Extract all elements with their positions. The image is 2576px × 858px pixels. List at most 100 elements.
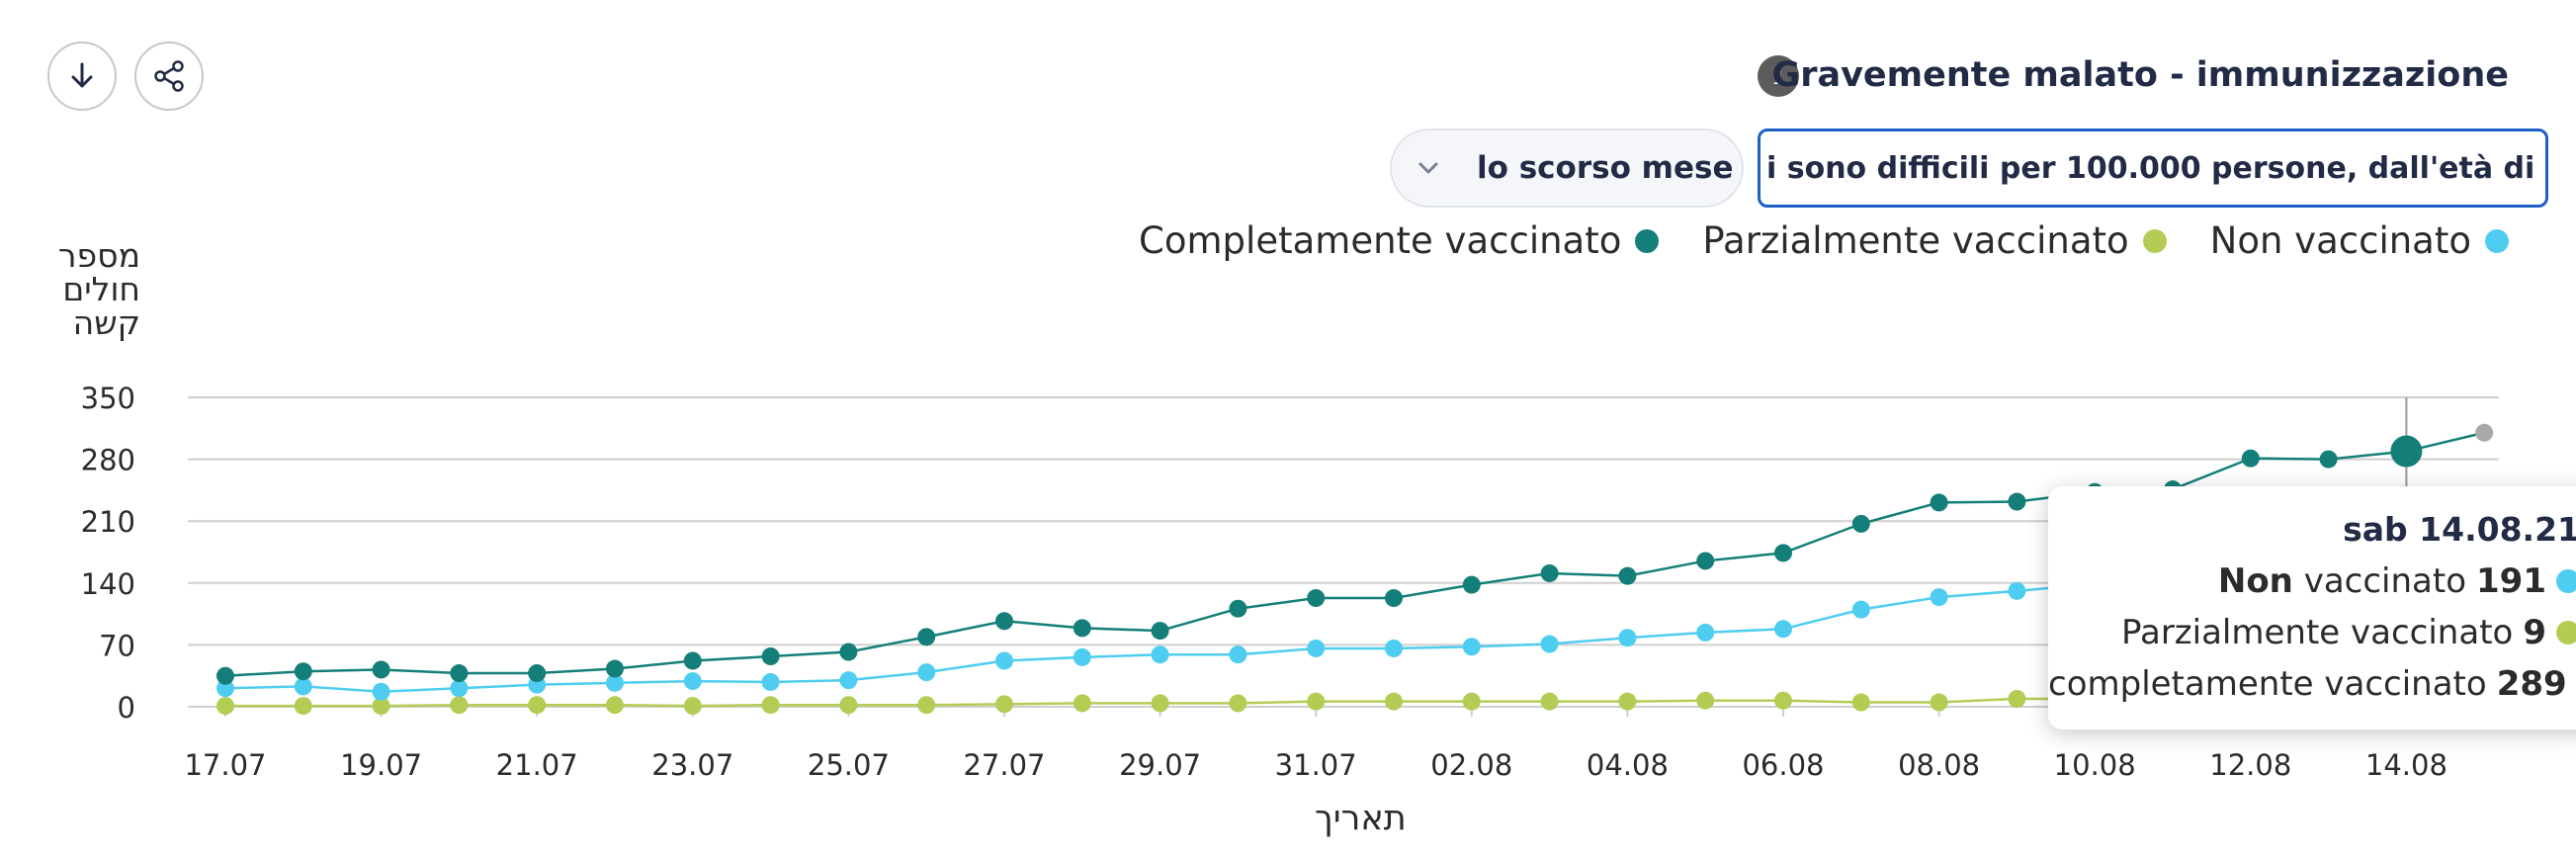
tooltip-label: completamente vaccinato xyxy=(2048,664,2487,704)
data-point-partial xyxy=(1073,694,1091,713)
x-tick-label: 14.08 xyxy=(2365,748,2447,782)
legend-item-none[interactable]: Non vaccinato xyxy=(2210,219,2509,262)
data-point-partial xyxy=(1151,694,1169,713)
metric-label: i sono difficili per 100.000 persone, da… xyxy=(1766,150,2548,186)
data-point-full xyxy=(2475,423,2494,442)
data-point-partial xyxy=(450,696,469,715)
y-tick-label: 280 xyxy=(81,444,135,477)
tooltip-dot-none xyxy=(2556,569,2576,593)
data-point-full xyxy=(839,643,858,661)
period-dropdown[interactable]: lo scorso mese xyxy=(1390,129,1744,208)
data-point-full xyxy=(1774,544,1792,562)
data-point-none xyxy=(216,679,234,698)
data-point-partial xyxy=(216,697,234,716)
x-tick-label: 12.08 xyxy=(2209,748,2291,782)
data-point-full xyxy=(995,612,1013,631)
data-point-none xyxy=(1851,600,1870,619)
x-tick-label: 10.08 xyxy=(2054,748,2136,782)
legend-label-full: Completamente vaccinato xyxy=(1139,219,1622,262)
tooltip-date: sab 14.08.21 xyxy=(2343,510,2576,549)
data-point-none xyxy=(995,651,1013,670)
data-point-none xyxy=(1385,639,1403,657)
tooltip-row-none: Non vaccinato 191 xyxy=(2048,556,2576,607)
x-tick-label: 08.08 xyxy=(1898,748,1980,782)
tooltip-value: 9 xyxy=(2523,613,2546,652)
data-point-partial xyxy=(294,697,312,716)
data-point-full xyxy=(2390,435,2423,468)
data-point-full xyxy=(1851,514,1870,533)
data-point-full xyxy=(528,664,547,683)
data-point-none xyxy=(683,672,702,691)
data-point-none xyxy=(1540,635,1559,653)
data-point-none xyxy=(1618,629,1637,647)
data-point-partial xyxy=(1307,692,1326,711)
info-glyph: i xyxy=(1773,61,1783,91)
x-axis-label: תאריך xyxy=(1315,799,1407,838)
legend-dot-partial xyxy=(2142,228,2167,253)
data-point-full xyxy=(294,662,312,681)
data-point-full xyxy=(2008,492,2026,511)
period-label: lo scorso mese xyxy=(1477,150,1734,186)
data-point-full xyxy=(606,659,624,678)
data-point-full xyxy=(450,664,469,683)
legend-item-partial[interactable]: Parzialmente vaccinato xyxy=(1702,219,2167,262)
legend-dot-full xyxy=(1635,228,1660,253)
x-tick-label: 17.07 xyxy=(184,748,266,782)
data-point-none xyxy=(1462,638,1481,656)
data-point-full xyxy=(1307,589,1326,608)
download-button[interactable] xyxy=(47,42,117,111)
data-point-none xyxy=(294,677,312,696)
chevron-down-icon xyxy=(1417,161,1457,175)
data-point-none xyxy=(2008,581,2026,600)
chart-legend: Completamente vaccinato Parzialmente vac… xyxy=(1139,219,2509,262)
data-point-full xyxy=(1540,563,1559,582)
share-button[interactable] xyxy=(134,42,204,111)
data-point-partial xyxy=(372,697,390,716)
data-point-partial xyxy=(1462,692,1481,711)
data-point-full xyxy=(1930,493,1948,512)
data-point-partial xyxy=(606,696,624,715)
data-point-none xyxy=(917,663,936,682)
x-tick-label: 21.07 xyxy=(496,748,578,782)
metric-dropdown[interactable]: i sono difficili per 100.000 persone, da… xyxy=(1758,129,2548,208)
legend-item-full[interactable]: Completamente vaccinato xyxy=(1139,219,1660,262)
data-point-none xyxy=(839,671,858,690)
data-point-none xyxy=(1073,647,1091,666)
data-point-none xyxy=(372,682,390,701)
data-point-none xyxy=(1307,639,1326,657)
data-point-full xyxy=(2319,450,2338,469)
tooltip-label: vaccinato xyxy=(2292,561,2467,601)
x-tick-label: 27.07 xyxy=(963,748,1045,782)
data-point-full xyxy=(216,666,234,685)
data-point-full xyxy=(1462,575,1481,594)
series-line-partial xyxy=(225,697,2407,708)
share-icon xyxy=(154,60,184,92)
data-point-partial xyxy=(839,696,858,715)
y-tick-label: 140 xyxy=(81,567,135,601)
legend-label-none: Non vaccinato xyxy=(2209,219,2471,262)
x-tick-label: 04.08 xyxy=(1587,748,1669,782)
x-tick-label: 25.07 xyxy=(808,748,890,782)
data-point-partial xyxy=(761,696,780,715)
data-point-full xyxy=(1073,619,1091,638)
tooltip-dot-partial xyxy=(2556,621,2576,644)
x-tick-label: 31.07 xyxy=(1275,748,1357,782)
data-point-none xyxy=(1774,620,1792,639)
tooltip-value: 289 xyxy=(2496,664,2567,704)
data-point-none xyxy=(1696,623,1715,642)
tooltip-label-bold: Non xyxy=(2217,561,2293,601)
info-icon[interactable]: i xyxy=(1758,55,1799,97)
x-tick-label: 23.07 xyxy=(651,748,733,782)
data-point-partial xyxy=(683,697,702,716)
data-point-partial xyxy=(1696,691,1715,710)
y-tick-label: 210 xyxy=(81,505,135,539)
data-point-partial xyxy=(1774,691,1792,710)
tooltip-row-full: completamente vaccinato 289 xyxy=(2048,658,2576,710)
data-point-none xyxy=(1151,645,1169,664)
data-point-full xyxy=(1151,622,1169,641)
data-point-none xyxy=(1930,588,1948,607)
data-point-full xyxy=(761,647,780,666)
chart-title: Gravemente malato - immunizzazione xyxy=(1771,55,2509,95)
legend-dot-none xyxy=(2485,228,2509,253)
data-point-full xyxy=(372,660,390,679)
